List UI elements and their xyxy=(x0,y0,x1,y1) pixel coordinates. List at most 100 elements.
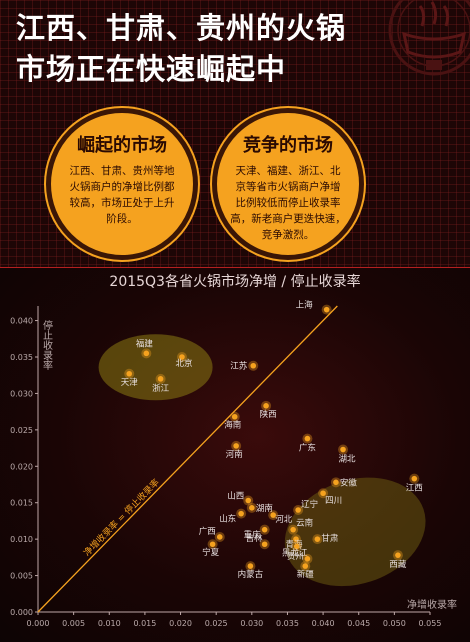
data-point-label: 天津 xyxy=(121,377,139,388)
data-point xyxy=(261,526,268,533)
data-point xyxy=(179,354,185,360)
page-headline: 江西、甘肃、贵州的火锅 市场正在快速崛起中 xyxy=(16,8,346,90)
x-tick-label: 0.000 xyxy=(27,619,50,628)
data-point-label: 宁夏 xyxy=(202,547,220,558)
y-tick-label: 0.035 xyxy=(10,353,33,362)
x-tick-label: 0.055 xyxy=(419,619,442,628)
callout-line: 阶段。 xyxy=(106,213,138,225)
data-point-label: 河南 xyxy=(226,449,243,460)
callout-line: 高，新老商户更迭快速， xyxy=(230,213,346,225)
data-point-label: 湖北 xyxy=(339,455,357,465)
data-point xyxy=(209,541,216,548)
data-point xyxy=(261,541,268,548)
data-point-label: 新疆 xyxy=(297,569,315,580)
x-tick-label: 0.015 xyxy=(133,619,156,628)
chart-background xyxy=(0,268,470,642)
data-point-label: 福建 xyxy=(136,338,154,349)
x-axis-label: 净增收录率 xyxy=(407,598,457,611)
data-point xyxy=(293,543,300,550)
data-point xyxy=(320,490,326,497)
data-point-label: 湖南 xyxy=(256,503,273,514)
data-point xyxy=(323,306,330,313)
data-point xyxy=(302,563,309,569)
callout-title: 竞争的市场 xyxy=(243,135,333,156)
y-tick-label: 0.005 xyxy=(10,572,33,581)
data-point-label: 西藏 xyxy=(389,559,407,570)
x-tick-label: 0.030 xyxy=(240,619,263,628)
data-point-label: 贵州 xyxy=(287,551,304,562)
x-tick-label: 0.050 xyxy=(383,619,406,628)
y-tick-label: 0.010 xyxy=(10,535,33,544)
diagonal-reference-line xyxy=(37,305,338,613)
data-point xyxy=(290,526,296,533)
y-tick-label: 0.040 xyxy=(10,317,33,326)
y-tick-label: 0.025 xyxy=(10,426,33,435)
data-point-label: 山东 xyxy=(219,514,236,525)
data-point-label: 重庆 xyxy=(244,530,262,541)
callout-line: 比例较低而停止收录率 xyxy=(235,197,341,209)
chart-title: 2015Q3各省火锅市场净增 / 停止收录率 xyxy=(109,273,360,290)
data-point-label: 河北 xyxy=(275,514,293,525)
data-point xyxy=(231,413,238,420)
data-point xyxy=(157,376,164,382)
data-point-label: 黑龙江 xyxy=(282,547,308,558)
data-point-label: 青海 xyxy=(285,539,303,550)
header-panel: 江西、甘肃、贵州的火锅 市场正在快速崛起中 崛起的市场 江西、甘肃、贵州等地 火… xyxy=(0,0,470,268)
y-tick-label: 0.015 xyxy=(10,499,33,508)
data-point xyxy=(304,556,311,562)
data-point-label: 山西 xyxy=(227,491,244,502)
data-point xyxy=(340,446,346,453)
data-point-label: 广东 xyxy=(299,443,316,454)
chart-axes: 0.000 0.005 0.010 0.015 0.020 0.025 0.030 0.035… xyxy=(10,305,457,628)
x-tick-label: 0.005 xyxy=(62,619,85,628)
data-point-label: 江苏 xyxy=(230,361,248,372)
data-point-label: 安徽 xyxy=(340,477,358,488)
data-point-label: 江西 xyxy=(406,484,423,494)
data-point-label: 内蒙古 xyxy=(238,569,264,580)
data-point xyxy=(216,534,223,540)
data-point-label: 海南 xyxy=(224,420,241,431)
callout-line: 较高，市场正处于上升 xyxy=(69,197,175,209)
data-point xyxy=(250,362,257,369)
x-tick-label: 0.040 xyxy=(312,619,335,628)
data-point-label: 吉林 xyxy=(246,533,264,544)
diagonal-label: 净增收录率 = 停止收录率 xyxy=(81,476,162,558)
y-tick-label: 0.020 xyxy=(10,462,33,471)
data-point xyxy=(293,536,299,542)
data-point-label: 广西 xyxy=(199,526,216,537)
data-point xyxy=(295,507,301,513)
scatter-chart: 2015Q3各省火锅市场净增 / 停止收录率 0.000 0.005 0.010 0.… xyxy=(10,273,457,628)
data-point xyxy=(314,536,321,542)
callout-title: 崛起的市场 xyxy=(77,135,167,156)
data-point-label: 上海 xyxy=(296,300,314,311)
cluster-ellipse-competitive xyxy=(98,334,213,401)
data-point-label: 北京 xyxy=(175,358,192,369)
data-point xyxy=(233,443,239,449)
data-point xyxy=(143,350,150,357)
data-point xyxy=(263,403,269,409)
callout-line: 天津、福建、浙江、北 xyxy=(235,165,341,177)
data-point xyxy=(126,370,133,377)
x-tick-label: 0.045 xyxy=(347,619,370,628)
callout-competitive-market: 竞争的市场 天津、福建、浙江、北 京等省市火锅商户净增 比例较低而停止收录率 高… xyxy=(212,108,364,260)
hotpot-logo-icon xyxy=(388,0,470,76)
y-tick-label: 0.030 xyxy=(10,389,33,398)
data-point xyxy=(411,475,418,482)
cluster-ellipses xyxy=(98,334,426,587)
section-divider xyxy=(0,267,470,268)
callout-line: 火锅商户的净增比例都 xyxy=(69,181,175,193)
callout-body: 江西、甘肃、贵州等地 火锅商户的净增比例都 较高，市场正处于上升 阶段。 xyxy=(63,163,181,227)
data-point xyxy=(249,505,255,511)
data-point-label: 云南 xyxy=(296,518,313,529)
data-point xyxy=(245,497,252,504)
y-tick-label: 0.000 xyxy=(10,608,33,617)
headline-line-1: 江西、甘肃、贵州的火锅 xyxy=(16,11,347,45)
callout-line: 江西、甘肃、贵州等地 xyxy=(69,165,175,177)
callout-body: 天津、福建、浙江、北 京等省市火锅商户净增 比例较低而停止收录率 高，新老商户更… xyxy=(229,163,347,243)
data-point-label: 陕西 xyxy=(260,409,277,420)
x-tick-label: 0.025 xyxy=(205,619,228,628)
x-tick-label: 0.010 xyxy=(98,619,121,628)
data-point xyxy=(270,512,277,518)
